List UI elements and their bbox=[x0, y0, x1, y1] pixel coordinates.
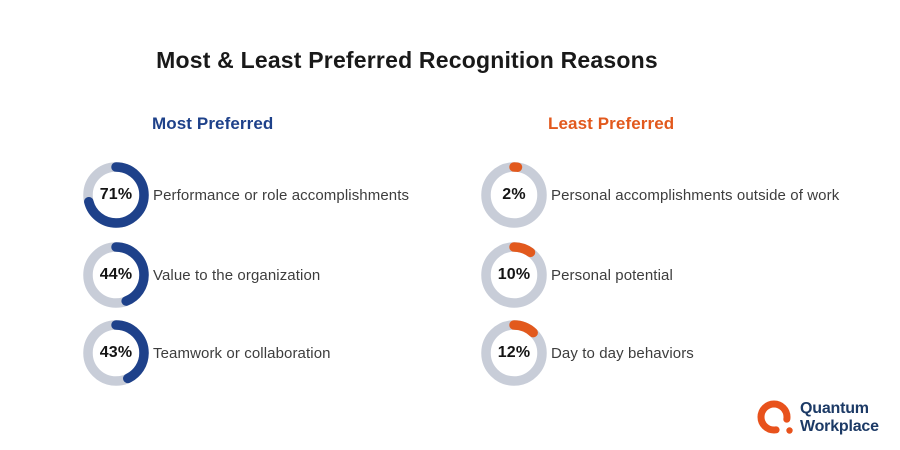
row-performance-accomplishments: 71% Performance or role accomplishments bbox=[83, 162, 409, 228]
donut-value: 71% bbox=[99, 186, 133, 203]
row-day-to-day-behaviors: 12% Day to day behaviors bbox=[481, 320, 694, 386]
donut-label: Teamwork or collaboration bbox=[153, 344, 331, 362]
donut-label: Value to the organization bbox=[153, 266, 321, 284]
donut-value: 2% bbox=[502, 186, 526, 203]
row-personal-accomplishments: 2% Personal accomplishments outside of w… bbox=[481, 162, 839, 228]
row-personal-potential: 10% Personal potential bbox=[481, 242, 673, 308]
donut-value: 44% bbox=[99, 266, 133, 283]
donut-value: 12% bbox=[497, 344, 531, 361]
donut-chart-teamwork: 43% bbox=[83, 320, 149, 386]
donut-label: Personal potential bbox=[551, 266, 673, 284]
donut-label: Performance or role accomplishments bbox=[153, 186, 410, 204]
donut-label: Personal accomplishments outside of work bbox=[551, 186, 840, 204]
donut-value: 10% bbox=[497, 266, 531, 283]
donut-chart-performance: 71% bbox=[83, 162, 149, 228]
donut-label: Day to day behaviors bbox=[551, 344, 694, 362]
donut-chart-personal-potential: 10% bbox=[481, 242, 547, 308]
quantum-workplace-logo-icon bbox=[757, 400, 793, 434]
least-preferred-header: Least Preferred bbox=[548, 114, 675, 133]
logo-line-quantum: Quantum bbox=[800, 400, 869, 417]
donut-value: 43% bbox=[99, 344, 133, 361]
row-teamwork-collaboration: 43% Teamwork or collaboration bbox=[83, 320, 331, 386]
donut-chart-value-org: 44% bbox=[83, 242, 149, 308]
quantum-workplace-logo-text: Quantum Workplace bbox=[800, 397, 879, 436]
chart-title: Most & Least Preferred Recognition Reaso… bbox=[156, 47, 658, 73]
donut-chart-personal-accomplishments: 2% bbox=[481, 162, 547, 228]
quantum-workplace-logo: Quantum Workplace bbox=[755, 397, 879, 437]
donut-chart-day-to-day: 12% bbox=[481, 320, 547, 386]
logo-line-workplace: Workplace bbox=[800, 418, 879, 435]
row-value-to-organization: 44% Value to the organization bbox=[83, 242, 320, 308]
most-preferred-header: Most Preferred bbox=[152, 114, 274, 133]
